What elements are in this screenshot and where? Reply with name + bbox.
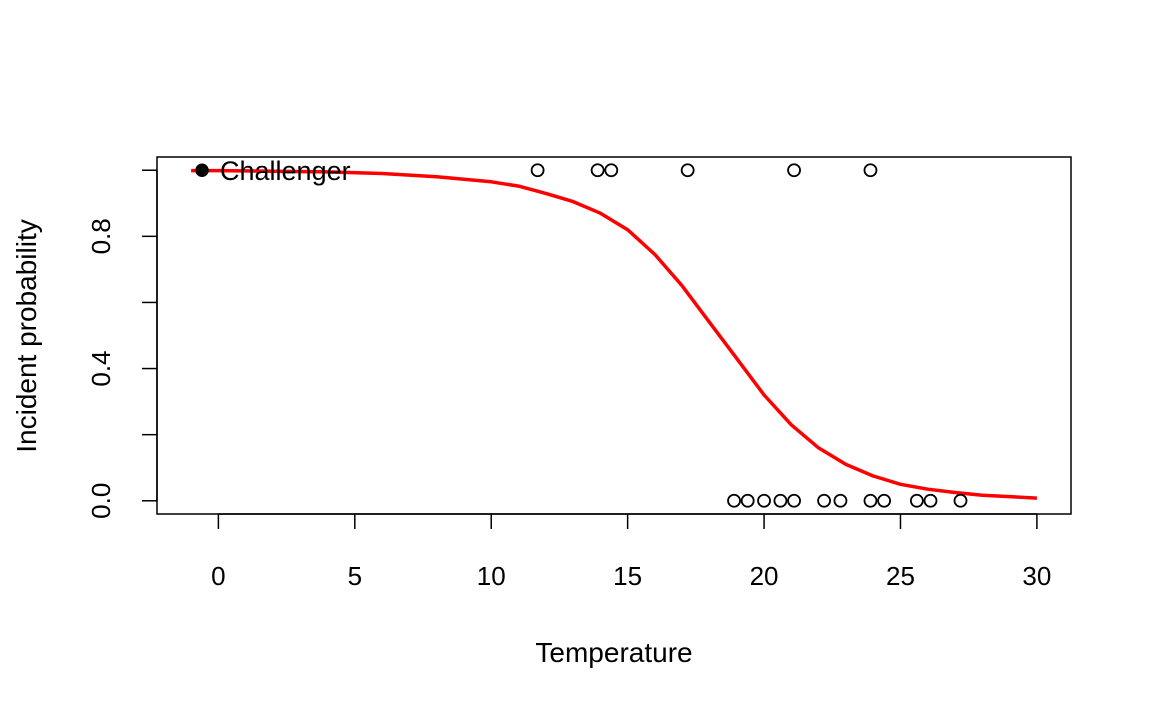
- data-point: [787, 163, 801, 178]
- x-tick-label: 15: [613, 561, 642, 591]
- plot-content: Challenger: [191, 156, 1037, 508]
- x-axis-label: Temperature: [535, 637, 692, 668]
- x-axis: 0 5 10 15 20 25 30: [211, 513, 1051, 591]
- x-tick-label: 20: [750, 561, 779, 591]
- y-tick-label: 0.8: [86, 218, 116, 254]
- data-point: [740, 493, 755, 508]
- y-tick-label: 0.0: [86, 483, 116, 519]
- data-point: [727, 493, 741, 508]
- data-point: [680, 163, 695, 178]
- data-point: [877, 493, 892, 508]
- data-point: [863, 493, 878, 508]
- x-tick-label: 0: [211, 561, 225, 591]
- x-tick-label: 5: [348, 561, 362, 591]
- x-tick-label: 25: [886, 561, 915, 591]
- y-axis: 0.0 0.4 0.8: [86, 169, 158, 519]
- data-point: [953, 493, 968, 508]
- data-point: [530, 163, 545, 178]
- challenger-point: [195, 163, 209, 177]
- y-tick-label: 0.4: [86, 350, 116, 386]
- y-axis-label: Incident probability: [11, 219, 42, 452]
- plot-frame: [156, 156, 1072, 515]
- data-point: [773, 493, 788, 508]
- fitted-curve: [191, 168, 1037, 500]
- x-tick-label: 30: [1022, 561, 1051, 591]
- data-point: [757, 493, 771, 508]
- x-tick-label: 10: [477, 561, 506, 591]
- data-point: [863, 163, 878, 178]
- data-point: [590, 163, 605, 178]
- data-point: [923, 493, 938, 508]
- data-point: [817, 493, 831, 508]
- data-point: [604, 163, 619, 178]
- data-point: [909, 493, 924, 508]
- data-point: [833, 493, 848, 508]
- challenger-label: Challenger: [220, 156, 351, 186]
- data-point: [787, 493, 801, 508]
